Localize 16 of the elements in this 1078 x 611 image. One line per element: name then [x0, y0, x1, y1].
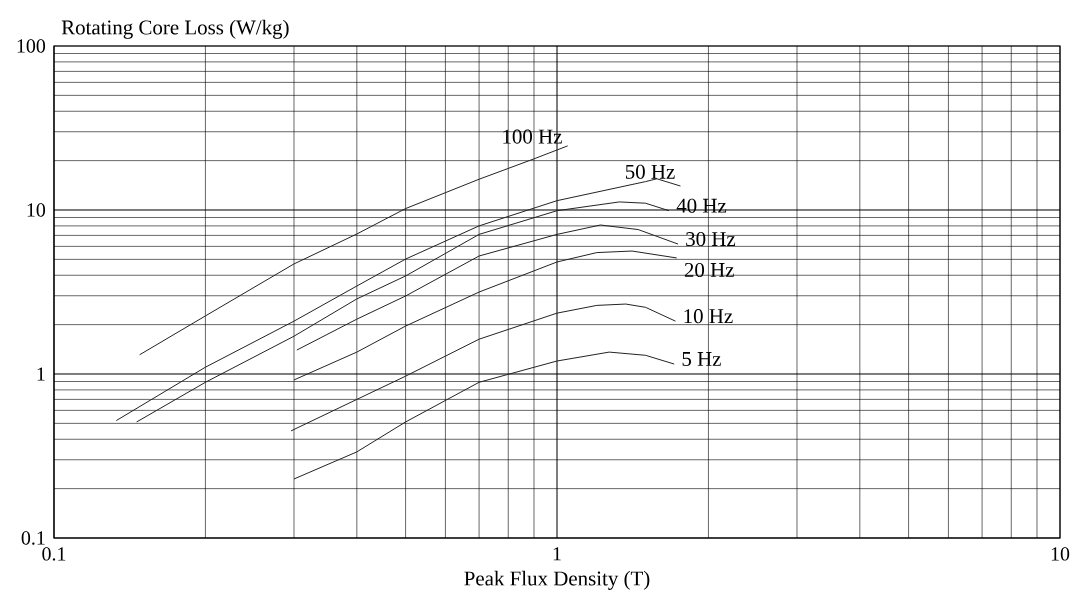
- series-label: 10 Hz: [684, 309, 733, 324]
- series-label: 50 Hz: [625, 164, 675, 179]
- series-label: 100 Hz: [503, 129, 562, 144]
- x-tick-label: 10: [1051, 547, 1070, 561]
- x-tick-label: 0.1: [42, 547, 66, 561]
- series-label: 30 Hz: [686, 232, 736, 247]
- y-tick-label: 1: [37, 367, 45, 381]
- y-axis-title: Rotating Core Loss (W/kg): [61, 19, 289, 39]
- x-axis-title: Peak Flux Density (T): [464, 570, 650, 590]
- x-tick-label: 1: [553, 547, 561, 561]
- series-label: 20 Hz: [684, 262, 734, 278]
- series-label: 40 Hz: [676, 198, 727, 213]
- series-label: 5 Hz: [682, 352, 721, 366]
- y-tick-label: 10: [27, 203, 46, 217]
- y-tick-label: 100: [17, 39, 46, 53]
- y-tick-label: 0.1: [21, 531, 45, 545]
